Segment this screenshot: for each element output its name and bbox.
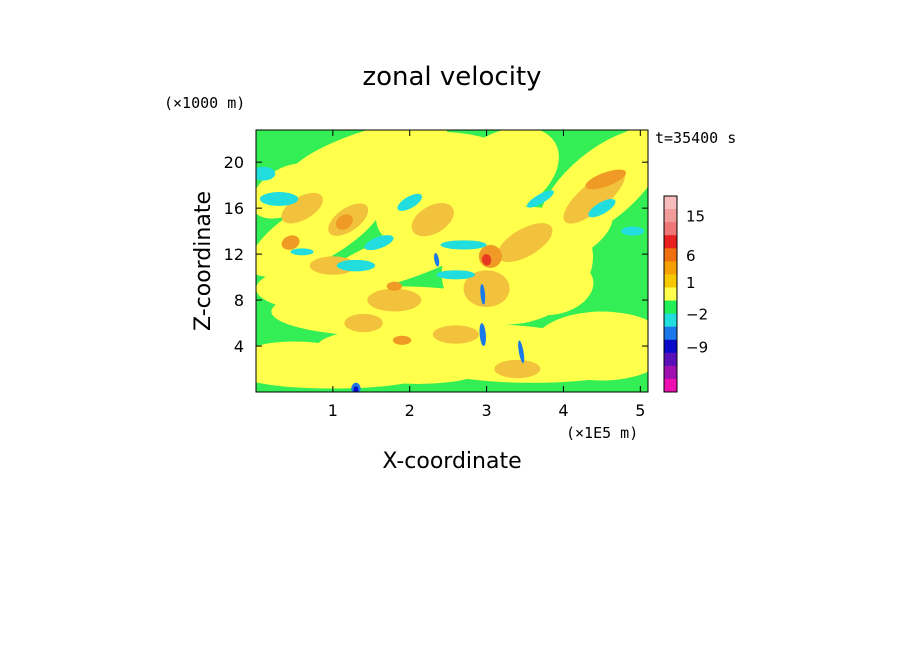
field-region-cool xyxy=(364,235,394,251)
field-region-cool xyxy=(290,248,314,256)
colorbar-label: 6 xyxy=(686,247,696,265)
field-region-warm xyxy=(344,313,383,333)
x-axis: 1 2 3 4 5 xyxy=(328,130,645,420)
x-tick-label: 5 xyxy=(635,401,645,420)
field-region-hot xyxy=(335,214,353,230)
colorbar-level xyxy=(664,287,677,302)
y-unit-label: (×1000 m) xyxy=(164,94,245,112)
field-region-cold xyxy=(479,323,486,346)
field-region-cool xyxy=(259,192,299,206)
field-region-hot xyxy=(585,169,627,190)
field-region-warm xyxy=(432,325,479,344)
colorbar-level xyxy=(664,365,677,380)
colorbar-level xyxy=(664,248,677,262)
colorbar-level xyxy=(664,300,677,315)
x-tick-label: 4 xyxy=(558,401,568,420)
field-region-hot xyxy=(281,235,300,250)
time-label: t=35400 s xyxy=(655,129,736,147)
colorbar-level xyxy=(664,261,677,275)
y-tick-label: 20 xyxy=(224,153,244,172)
field-region-cool xyxy=(440,240,487,250)
y-tick-label: 4 xyxy=(234,337,244,356)
y-tick-label: 8 xyxy=(234,291,244,310)
colorbar-label: −2 xyxy=(686,306,708,324)
colorbar: 15 6 1 −2 −9 xyxy=(663,195,708,393)
colorbar-level xyxy=(664,313,677,328)
colorbar-frame xyxy=(663,195,678,393)
y-axis-label: Z-coordinate xyxy=(191,191,216,331)
colorbar-level xyxy=(664,235,677,249)
field-region-min xyxy=(353,386,359,392)
field-region-warm xyxy=(281,192,323,224)
field-region-positive xyxy=(256,265,395,312)
plot-frame xyxy=(255,129,649,393)
colorbar-level xyxy=(664,209,677,223)
field-region-positive xyxy=(433,195,525,255)
y-tick-label: 12 xyxy=(224,245,244,264)
colorbar-level xyxy=(664,339,677,354)
colorbar-level xyxy=(664,378,677,393)
x-axis-label: X-coordinate xyxy=(382,449,521,474)
field-region-cool xyxy=(621,226,645,236)
field-region-cool xyxy=(436,270,476,280)
field-region-cold xyxy=(480,284,486,305)
field-region-warm xyxy=(411,203,454,237)
field-region-hot xyxy=(386,281,403,291)
colorbar-label: −9 xyxy=(686,338,708,356)
field-region-cool xyxy=(336,259,376,272)
field-region-warm xyxy=(494,359,541,379)
field-region-cool xyxy=(526,190,554,208)
colorbar-level xyxy=(664,222,677,236)
colorbar-level xyxy=(664,196,677,210)
field-region-positive xyxy=(532,311,648,381)
x-unit-label: (×1E5 m) xyxy=(566,424,638,442)
field-region-max xyxy=(481,254,492,266)
x-tick-label: 2 xyxy=(405,401,415,420)
field-region-positive xyxy=(529,207,613,267)
field-region-hot xyxy=(392,335,412,345)
colorbar-level xyxy=(664,352,677,367)
x-tick-label: 1 xyxy=(328,401,338,420)
y-tick-label: 16 xyxy=(224,199,244,218)
field-region-warm xyxy=(497,223,553,263)
field-region-positive xyxy=(355,131,495,159)
x-tick-label: 3 xyxy=(481,401,491,420)
field-region-positive xyxy=(340,342,495,384)
chart-title: zonal velocity xyxy=(362,62,541,92)
colorbar-label: 1 xyxy=(686,274,696,292)
field-region-warm xyxy=(367,288,422,312)
field-region-positive xyxy=(518,262,594,315)
y-axis: 4 8 12 16 20 xyxy=(224,153,648,356)
colorbar-level xyxy=(664,326,677,341)
field-region-cool xyxy=(588,198,616,218)
field-region-warm xyxy=(463,270,510,307)
heatmap-field xyxy=(256,130,648,392)
field-region-cold xyxy=(434,253,440,267)
field-region-cold xyxy=(518,340,525,364)
field-region-cool xyxy=(256,166,276,181)
colorbar-label: 15 xyxy=(686,208,705,226)
field-region-cool xyxy=(397,193,423,211)
colorbar-level xyxy=(664,274,677,288)
